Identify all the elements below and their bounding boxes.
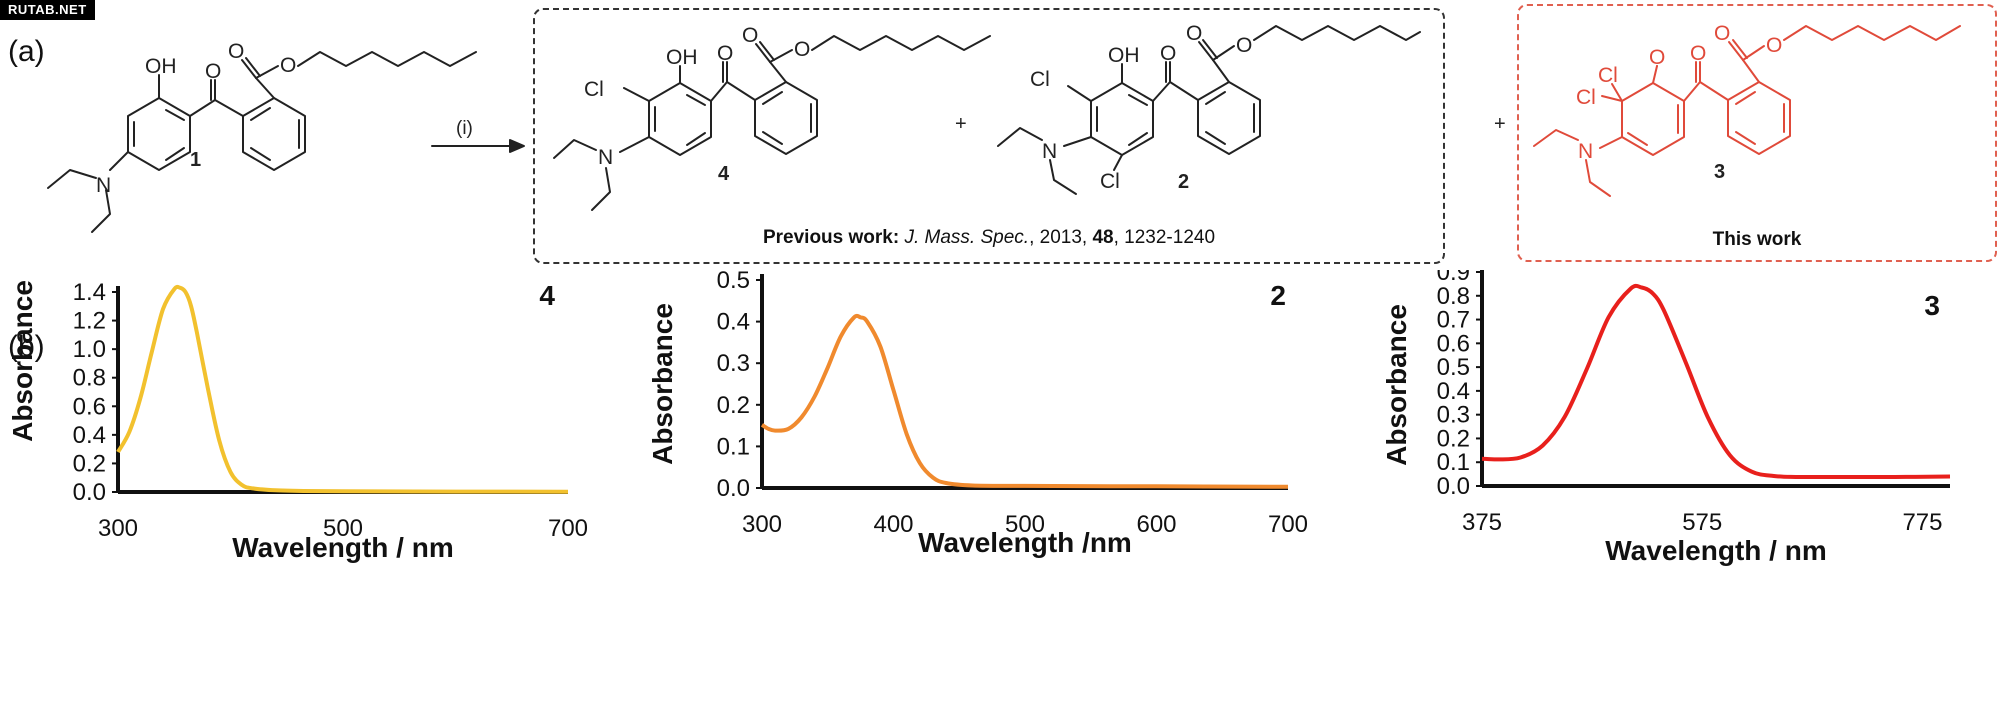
x-tick-label: 500 [1005,511,1045,538]
y-tick-label: 0.2 [717,392,750,419]
compound-1-structure [47,51,477,233]
x-tick-label: 375 [1462,509,1502,536]
x-tick-label: 775 [1902,509,1942,536]
x-axis-label: Wavelength / nm [1605,535,1826,566]
c2-cl-top-label: Cl [1030,68,1050,91]
x-tick-label: 300 [98,515,138,542]
y-tick-label: 1.0 [73,336,106,363]
x-axis-label: Wavelength /nm [918,527,1132,558]
compound-1-number: 1 [190,149,201,171]
chart-compound-2: 0.0 0.1 0.2 0.3 0.4 0.5 300 400 500 600 700 Wavelen… [647,270,1308,558]
chart-title: 3 [1924,290,1940,321]
c3-ester-o1-label: O [1714,22,1730,45]
c2-ketone-o-label: O [1160,42,1176,65]
previous-work-box [533,8,1445,264]
c3-n-label: N [1578,140,1593,163]
plus-sign-2: + [1494,113,1506,135]
c1-n-label: N [96,174,111,197]
series-line [116,284,569,494]
x-tick-label: 575 [1682,509,1722,536]
c3-cl2-label: Cl [1576,86,1596,109]
y-tick-label: 0.0 [73,479,106,506]
c3-ketone-o-label: O [1690,42,1706,65]
y-axis-label: Absorbance [7,280,38,442]
c1-ketone-o-label: O [205,60,221,83]
y-tick-label: 0.2 [73,450,106,477]
y-tick-label: 1.4 [73,279,106,306]
c1-ester-o1-label: O [228,40,244,63]
compound-2-structure [997,25,1421,195]
x-tick-label: 400 [873,511,913,538]
compound-3-number: 3 [1714,161,1725,183]
c2-ester-o1-label: O [1186,22,1202,45]
y-tick-label: 0.7 [1437,307,1470,334]
watermark: RUTAB.NET [0,0,95,20]
reaction-scheme: OH O O O N OH O O O Cl N OH O O O Cl Cl … [47,22,1961,233]
y-tick-label: 1.2 [73,308,106,335]
y-tick-label: 0.4 [1437,378,1470,405]
y-tick-label: 0.1 [717,433,750,460]
y-tick-label: 0.0 [717,475,750,502]
y-tick-label: 0.4 [717,309,750,336]
y-tick-label: 0.0 [1437,473,1470,500]
c4-cl-label: Cl [584,78,604,101]
y-tick-label: 0.5 [717,270,750,294]
compound-2-number: 2 [1178,171,1189,193]
y-tick-label: 0.5 [1437,354,1470,381]
panel-label-a: (a) [8,35,45,68]
x-tick-label: 700 [1268,511,1308,538]
c2-n-label: N [1042,140,1057,163]
c3-ester-o2-label: O [1766,34,1782,57]
x-tick-label: 600 [1136,511,1176,538]
c4-ester-o1-label: O [742,24,758,47]
this-work-box [1517,4,1997,262]
compound-4-structure [553,35,991,211]
chart-compound-3: 0.00.10.20.30.40.50.60.70.80.9 375 575 775 W… [1381,270,1951,566]
c3-ring-o-label: O [1649,46,1665,69]
y-axis-label: Absorbance [1381,304,1412,466]
y-tick-label: 0.1 [1437,449,1470,476]
y-tick-label: 0.3 [717,350,750,377]
c4-ester-o2-label: O [794,38,810,61]
chart-title: 2 [1270,280,1286,311]
c2-cl-bottom-label: Cl [1100,170,1120,193]
y-tick-label: 0.8 [1437,283,1470,310]
c1-oh-label: OH [145,55,177,78]
series-line [1481,283,1951,480]
chart-compound-4: 0.00.20.40.60.81.01.21.4 300 500 700 Wavelen… [7,279,588,563]
c4-ketone-o-label: O [717,42,733,65]
y-tick-label: 0.6 [73,393,106,420]
y-tick-label: 0.4 [73,422,106,449]
c2-ester-o2-label: O [1236,34,1252,57]
x-tick-label: 500 [323,515,363,542]
series-line [760,313,1289,489]
plus-sign-1: + [955,113,967,135]
chart-title: 4 [539,280,555,311]
x-tick-label: 300 [742,511,782,538]
y-tick-label: 0.6 [1437,330,1470,357]
x-axis-label: Wavelength / nm [232,532,453,563]
previous-work-caption: Previous work: J. Mass. Spec., 2013, 48,… [762,227,1216,248]
compound-4-number: 4 [718,163,730,185]
compound-3-structure [1533,25,1961,197]
y-axis-label: Absorbance [647,303,678,465]
c2-oh-label: OH [1108,44,1140,67]
y-tick-label: 0.2 [1437,425,1470,452]
y-tick-label: 0.9 [1437,270,1470,286]
y-tick-label: 0.8 [73,365,106,392]
c4-n-label: N [598,146,613,169]
x-tick-label: 700 [548,515,588,542]
c4-oh-label: OH [666,46,698,69]
y-tick-label: 0.3 [1437,402,1470,429]
this-work-caption: This work [1712,229,1802,250]
c1-ester-o2-label: O [280,54,296,77]
c3-cl1-label: Cl [1598,64,1618,87]
reaction-arrow-label: (i) [456,118,473,139]
panel-label-b: (b) [8,330,45,363]
